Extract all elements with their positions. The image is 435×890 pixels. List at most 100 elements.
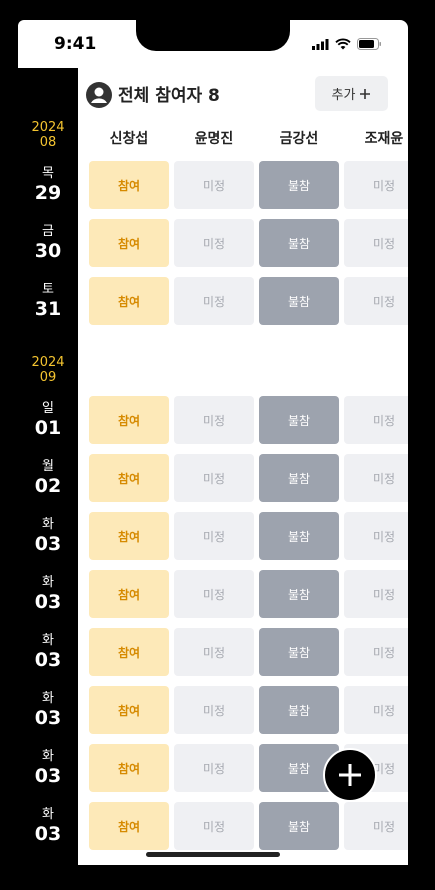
date-label: 화 03 <box>18 633 78 671</box>
absent-cell[interactable]: 불참 <box>259 396 339 444</box>
date-label: 화 03 <box>18 575 78 613</box>
undecided-cell[interactable]: 미정 <box>174 570 254 618</box>
phone-screen: 9:41 전체 참여자 8 <box>18 20 408 865</box>
attend-cell[interactable]: 참여 <box>89 396 169 444</box>
day-number: 03 <box>34 533 62 555</box>
day-number: 01 <box>34 417 62 439</box>
undecided-cell[interactable]: 미정 <box>344 570 408 618</box>
undecided-cell[interactable]: 미정 <box>174 396 254 444</box>
month-year: 2024 <box>31 120 65 135</box>
absent-cell[interactable]: 불참 <box>259 570 339 618</box>
attend-cell[interactable]: 참여 <box>89 277 169 325</box>
date-label: 금 30 <box>18 224 78 262</box>
day-number: 30 <box>34 240 62 262</box>
weekday: 금 <box>42 224 54 239</box>
status-bar: 9:41 <box>18 20 408 68</box>
undecided-cell[interactable]: 미정 <box>344 219 408 267</box>
date-label: 목 29 <box>18 166 78 204</box>
undecided-cell[interactable]: 미정 <box>174 454 254 502</box>
day-number: 03 <box>34 823 62 845</box>
participant-header: 신창섭 <box>109 131 149 147</box>
status-time: 9:41 <box>54 34 97 54</box>
day-number: 03 <box>34 765 62 787</box>
participant-header: 금강선 <box>279 131 319 147</box>
attend-cell[interactable]: 참여 <box>89 454 169 502</box>
date-label: 화 03 <box>18 807 78 845</box>
undecided-cell[interactable]: 미정 <box>174 744 254 792</box>
weekday: 화 <box>42 575 54 590</box>
absent-cell[interactable]: 불참 <box>259 219 339 267</box>
undecided-cell[interactable]: 미정 <box>174 686 254 734</box>
attend-cell[interactable]: 참여 <box>89 744 169 792</box>
date-label: 월 02 <box>18 459 78 497</box>
undecided-cell[interactable]: 미정 <box>174 277 254 325</box>
date-label: 화 03 <box>18 517 78 555</box>
undecided-cell[interactable]: 미정 <box>174 802 254 850</box>
home-indicator <box>146 852 280 857</box>
page-title: 전체 참여자 8 <box>118 86 220 106</box>
add-button-label: 추가 <box>331 88 356 103</box>
absent-cell[interactable]: 불참 <box>259 802 339 850</box>
absent-cell[interactable]: 불참 <box>259 277 339 325</box>
add-fab-button[interactable] <box>323 748 377 802</box>
date-label: 일 01 <box>18 401 78 439</box>
participant-header: 윤명진 <box>194 131 234 147</box>
undecided-cell[interactable]: 미정 <box>344 686 408 734</box>
weekday: 월 <box>42 459 54 474</box>
day-number: 03 <box>34 649 62 671</box>
day-number: 31 <box>34 298 62 320</box>
signal-icon <box>312 38 329 50</box>
attend-cell[interactable]: 참여 <box>89 570 169 618</box>
undecided-cell[interactable]: 미정 <box>174 512 254 560</box>
absent-cell[interactable]: 불참 <box>259 686 339 734</box>
undecided-cell[interactable]: 미정 <box>174 628 254 676</box>
battery-icon <box>357 38 381 50</box>
date-label: 토 31 <box>18 282 78 320</box>
absent-cell[interactable]: 불참 <box>259 512 339 560</box>
day-number: 03 <box>34 707 62 729</box>
month-year: 2024 <box>31 355 65 370</box>
undecided-cell[interactable]: 미정 <box>174 161 254 209</box>
day-number: 03 <box>34 591 62 613</box>
month-number: 09 <box>39 370 57 385</box>
undecided-cell[interactable]: 미정 <box>344 161 408 209</box>
undecided-cell[interactable]: 미정 <box>344 454 408 502</box>
add-participant-button[interactable]: 추가 <box>315 76 388 111</box>
date-label: 화 03 <box>18 691 78 729</box>
day-number: 02 <box>34 475 62 497</box>
weekday: 화 <box>42 749 54 764</box>
participant-header-row: 신창섭 윤명진 금강선 조재윤 <box>78 122 408 162</box>
attend-cell[interactable]: 참여 <box>89 802 169 850</box>
user-avatar-icon <box>86 82 112 108</box>
weekday: 목 <box>42 166 54 181</box>
month-label: 2024 08 <box>18 120 78 150</box>
header: 전체 참여자 8 추가 <box>78 68 408 122</box>
undecided-cell[interactable]: 미정 <box>344 802 408 850</box>
absent-cell[interactable]: 불참 <box>259 628 339 676</box>
weekday: 화 <box>42 517 54 532</box>
undecided-cell[interactable]: 미정 <box>344 396 408 444</box>
attend-cell[interactable]: 참여 <box>89 628 169 676</box>
weekday: 화 <box>42 633 54 648</box>
undecided-cell[interactable]: 미정 <box>344 512 408 560</box>
attend-cell[interactable]: 참여 <box>89 512 169 560</box>
wifi-icon <box>335 38 351 50</box>
weekday: 일 <box>42 401 54 416</box>
undecided-cell[interactable]: 미정 <box>174 219 254 267</box>
date-column <box>18 68 78 865</box>
weekday: 토 <box>42 282 54 297</box>
participant-header: 조재윤 <box>364 131 404 147</box>
day-number: 29 <box>34 182 62 204</box>
weekday: 화 <box>42 807 54 822</box>
absent-cell[interactable]: 불참 <box>259 161 339 209</box>
weekday: 화 <box>42 691 54 706</box>
absent-cell[interactable]: 불참 <box>259 454 339 502</box>
notch <box>136 20 290 51</box>
attend-cell[interactable]: 참여 <box>89 219 169 267</box>
month-label: 2024 09 <box>18 355 78 385</box>
attend-cell[interactable]: 참여 <box>89 161 169 209</box>
undecided-cell[interactable]: 미정 <box>344 277 408 325</box>
undecided-cell[interactable]: 미정 <box>344 628 408 676</box>
plus-icon <box>360 88 371 99</box>
attend-cell[interactable]: 참여 <box>89 686 169 734</box>
